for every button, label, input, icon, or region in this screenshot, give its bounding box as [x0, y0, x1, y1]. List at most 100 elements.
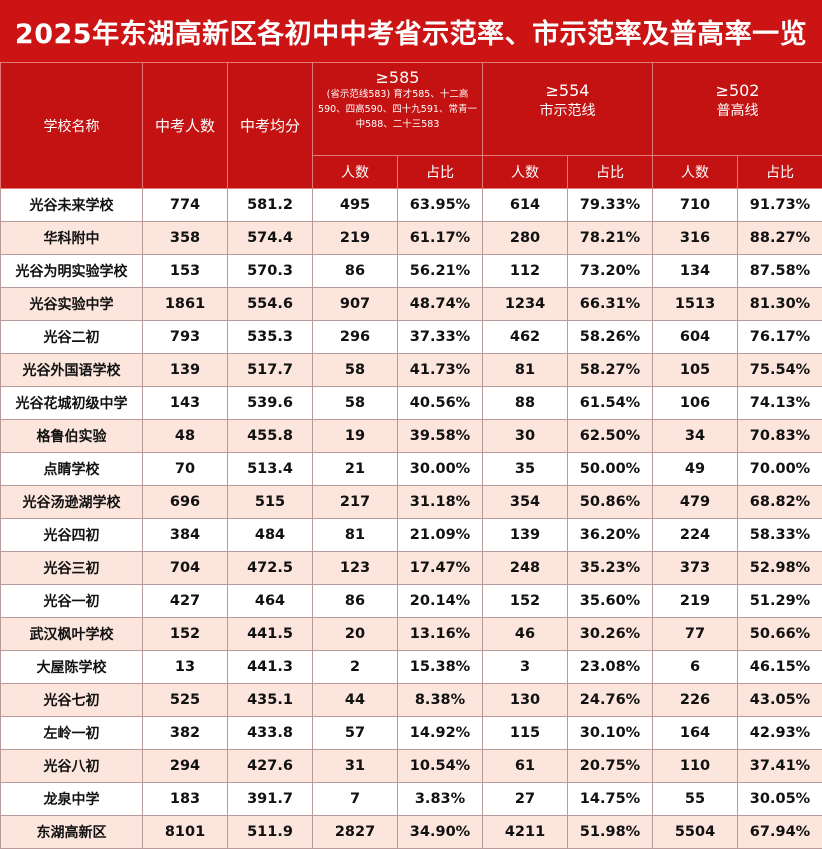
cell-school-name: 光谷实验中学	[1, 288, 143, 321]
cell-count-502: 479	[653, 486, 738, 519]
cell-ratio-585: 15.38%	[398, 651, 483, 684]
cell-count-502: 219	[653, 585, 738, 618]
cell-ratio-502: 74.13%	[738, 387, 822, 420]
cell-ratio-554: 78.21%	[568, 222, 653, 255]
cell-exam-count: 294	[143, 750, 228, 783]
cell-school-name: 左岭一初	[1, 717, 143, 750]
cell-ratio-502: 67.94%	[738, 816, 822, 849]
cell-count-554: 88	[483, 387, 568, 420]
cell-exam-average: 570.3	[228, 255, 313, 288]
cell-exam-average: 515	[228, 486, 313, 519]
cell-count-554: 462	[483, 321, 568, 354]
cell-ratio-502: 75.54%	[738, 354, 822, 387]
cell-exam-count: 8101	[143, 816, 228, 849]
cell-ratio-554: 30.26%	[568, 618, 653, 651]
cell-count-585: 58	[313, 387, 398, 420]
cell-exam-average: 441.5	[228, 618, 313, 651]
cell-school-name: 光谷二初	[1, 321, 143, 354]
cell-ratio-585: 37.33%	[398, 321, 483, 354]
cell-count-554: 115	[483, 717, 568, 750]
cell-ratio-554: 66.31%	[568, 288, 653, 321]
cell-count-554: 35	[483, 453, 568, 486]
cell-exam-average: 513.4	[228, 453, 313, 486]
cell-count-585: 19	[313, 420, 398, 453]
cell-ratio-554: 24.76%	[568, 684, 653, 717]
cell-school-name: 光谷一初	[1, 585, 143, 618]
cell-ratio-554: 35.60%	[568, 585, 653, 618]
header-554-desc: 市示范线	[483, 101, 652, 121]
cell-ratio-502: 50.66%	[738, 618, 822, 651]
cell-ratio-554: 23.08%	[568, 651, 653, 684]
cell-exam-average: 517.7	[228, 354, 313, 387]
cell-ratio-585: 41.73%	[398, 354, 483, 387]
cell-exam-count: 13	[143, 651, 228, 684]
cell-ratio-502: 87.58%	[738, 255, 822, 288]
cell-exam-average: 539.6	[228, 387, 313, 420]
cell-count-554: 30	[483, 420, 568, 453]
cell-school-name: 大屋陈学校	[1, 651, 143, 684]
cell-school-name: 光谷四初	[1, 519, 143, 552]
cell-count-554: 248	[483, 552, 568, 585]
cell-count-502: 224	[653, 519, 738, 552]
header-school-name: 学校名称	[1, 63, 143, 189]
cell-count-502: 105	[653, 354, 738, 387]
cell-ratio-585: 3.83%	[398, 783, 483, 816]
cell-exam-average: 574.4	[228, 222, 313, 255]
cell-count-585: 20	[313, 618, 398, 651]
cell-exam-average: 581.2	[228, 189, 313, 222]
cell-ratio-554: 51.98%	[568, 816, 653, 849]
cell-count-502: 1513	[653, 288, 738, 321]
cell-ratio-502: 88.27%	[738, 222, 822, 255]
cell-count-502: 164	[653, 717, 738, 750]
cell-count-554: 130	[483, 684, 568, 717]
cell-count-554: 139	[483, 519, 568, 552]
cell-exam-count: 183	[143, 783, 228, 816]
school-stats-table: 学校名称 中考人数 中考均分 ≥585 (省示范线583) 育才585、十二高5…	[0, 62, 822, 849]
cell-ratio-502: 70.83%	[738, 420, 822, 453]
cell-count-502: 106	[653, 387, 738, 420]
cell-ratio-554: 79.33%	[568, 189, 653, 222]
cell-exam-count: 1861	[143, 288, 228, 321]
cell-exam-count: 793	[143, 321, 228, 354]
cell-exam-count: 382	[143, 717, 228, 750]
cell-count-585: 495	[313, 189, 398, 222]
cell-exam-count: 48	[143, 420, 228, 453]
cell-school-name: 格鲁伯实验	[1, 420, 143, 453]
cell-count-502: 134	[653, 255, 738, 288]
cell-count-554: 112	[483, 255, 568, 288]
header-exam-average: 中考均分	[228, 63, 313, 189]
cell-count-585: 219	[313, 222, 398, 255]
cell-ratio-502: 46.15%	[738, 651, 822, 684]
cell-ratio-502: 70.00%	[738, 453, 822, 486]
cell-exam-average: 427.6	[228, 750, 313, 783]
cell-ratio-554: 61.54%	[568, 387, 653, 420]
cell-count-585: 907	[313, 288, 398, 321]
cell-ratio-585: 20.14%	[398, 585, 483, 618]
cell-count-554: 27	[483, 783, 568, 816]
cell-ratio-554: 35.23%	[568, 552, 653, 585]
cell-count-502: 316	[653, 222, 738, 255]
cell-count-585: 58	[313, 354, 398, 387]
cell-ratio-554: 50.00%	[568, 453, 653, 486]
cell-exam-average: 535.3	[228, 321, 313, 354]
cell-count-585: 2	[313, 651, 398, 684]
cell-exam-average: 455.8	[228, 420, 313, 453]
cell-count-502: 6	[653, 651, 738, 684]
cell-count-585: 81	[313, 519, 398, 552]
cell-ratio-585: 61.17%	[398, 222, 483, 255]
header-554-threshold: ≥554	[483, 81, 652, 101]
cell-count-502: 55	[653, 783, 738, 816]
cell-ratio-502: 58.33%	[738, 519, 822, 552]
cell-count-585: 21	[313, 453, 398, 486]
cell-count-585: 86	[313, 585, 398, 618]
cell-count-585: 217	[313, 486, 398, 519]
